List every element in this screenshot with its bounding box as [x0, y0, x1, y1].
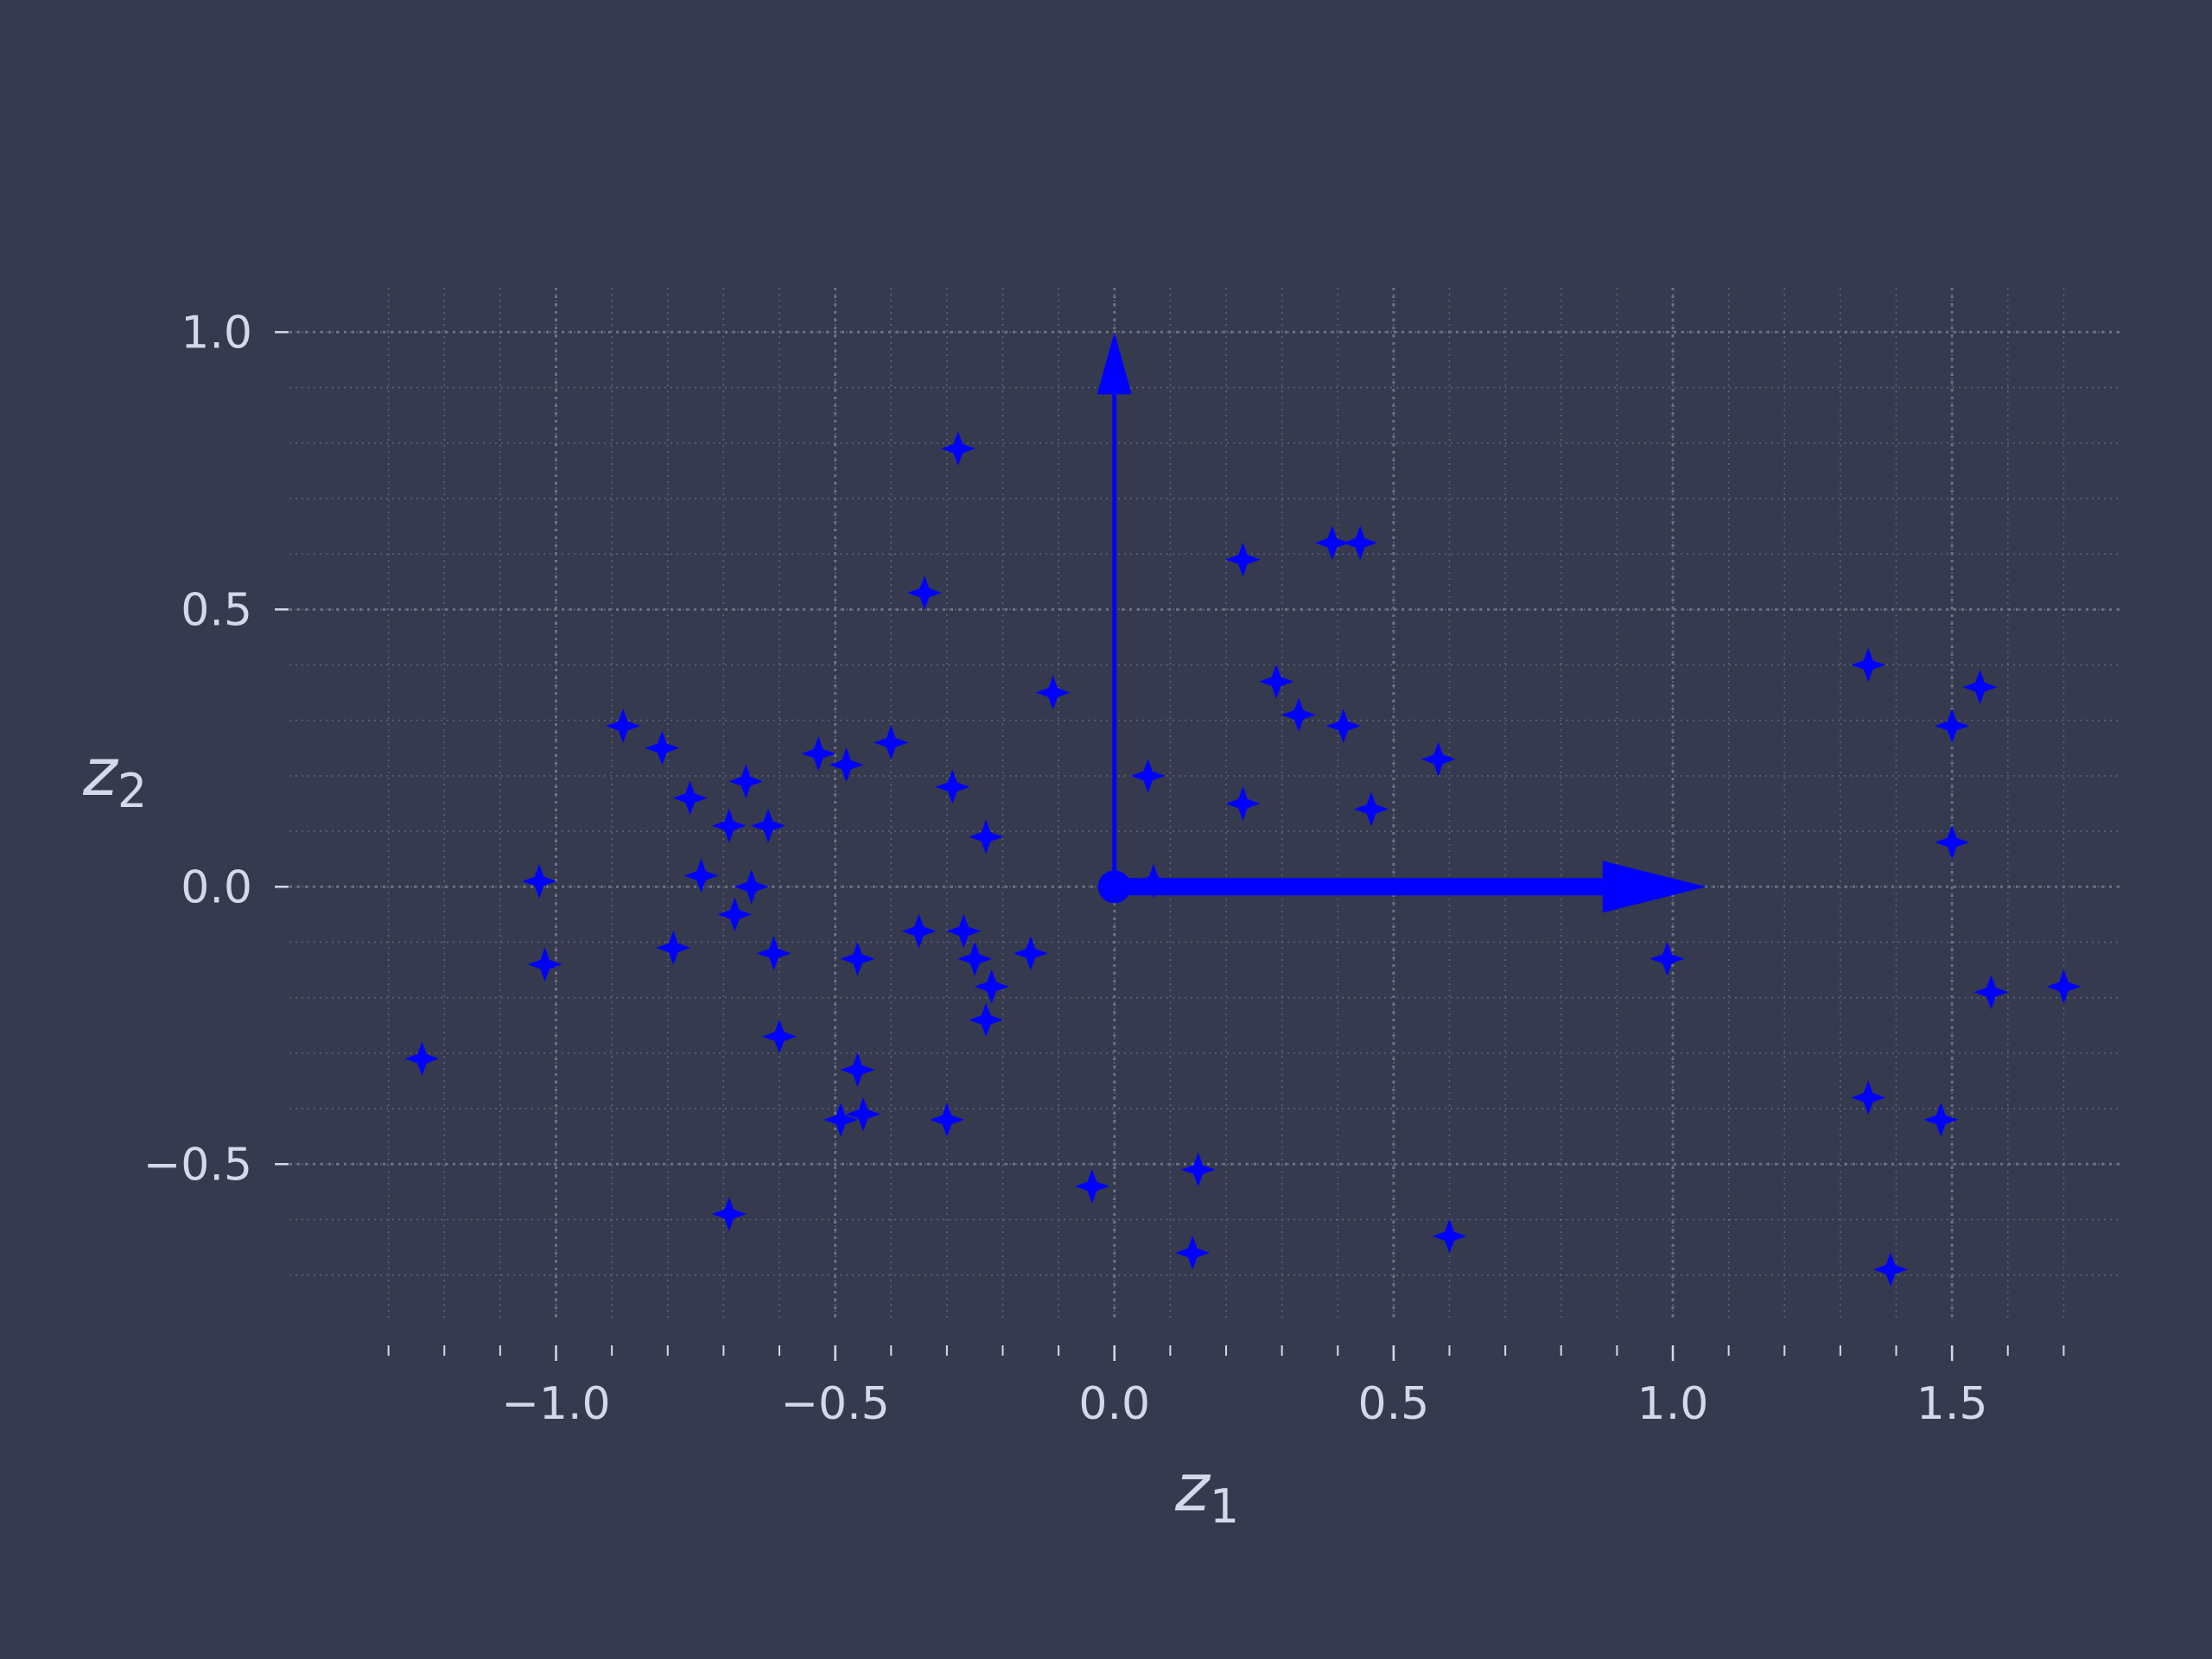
data-point [1281, 697, 1316, 733]
data-point [929, 1102, 964, 1137]
x-tick-label: 0.0 [1078, 1378, 1150, 1430]
vector-head-vertical [1096, 332, 1132, 395]
x-axis-label-sub: 1 [1210, 1479, 1239, 1534]
data-point [751, 808, 786, 843]
data-point [711, 1197, 747, 1231]
data-point [756, 936, 791, 971]
data-point [974, 969, 1009, 1004]
data-point [762, 1019, 797, 1054]
data-point [683, 858, 719, 893]
data-point [1259, 664, 1294, 699]
data-point [840, 941, 875, 976]
data-point [1180, 1152, 1216, 1187]
data-point [969, 819, 1004, 855]
data-point [672, 780, 708, 816]
data-point [656, 930, 691, 965]
data-point [1935, 824, 1970, 860]
x-tick-label: 0.5 [1358, 1378, 1430, 1430]
data-point [845, 1096, 880, 1132]
data-point [1343, 525, 1378, 561]
data-point [1175, 1236, 1211, 1270]
data-point [711, 808, 747, 843]
data-point [840, 1052, 875, 1088]
data-point [1325, 709, 1361, 744]
y-tick-label: 0.0 [181, 861, 252, 913]
x-tick-label: −0.5 [780, 1378, 889, 1430]
y-axis-label-sub: 2 [118, 764, 147, 818]
data-point [1851, 1080, 1886, 1116]
data-point [935, 769, 970, 804]
data-point [1074, 1168, 1109, 1204]
data-point [1649, 941, 1685, 976]
data-point [1873, 1252, 1908, 1287]
y-tick-label: 0.5 [181, 584, 252, 636]
data-point [1851, 647, 1886, 683]
data-point [946, 913, 982, 949]
data-point [801, 736, 836, 772]
data-point [1962, 670, 1998, 705]
x-tick-label: 1.5 [1916, 1378, 1988, 1430]
x-tick-label: −1.0 [501, 1378, 610, 1430]
data-point [969, 1002, 1004, 1038]
y-tick-label: 1.0 [181, 307, 252, 359]
y-axis-label: z2 [82, 734, 147, 818]
data-point [1130, 758, 1166, 793]
data-point [1314, 525, 1350, 561]
data-point [645, 730, 680, 766]
x-tick-label: 1.0 [1637, 1378, 1709, 1430]
y-tick-label: −0.5 [143, 1139, 252, 1191]
vector-head-horizontal [1602, 861, 1707, 913]
data-point [522, 863, 557, 899]
data-point [1225, 786, 1261, 821]
data-point [717, 897, 753, 932]
data-point [1432, 1218, 1467, 1254]
data-point [1354, 791, 1389, 827]
data-point [829, 747, 864, 783]
data-point [606, 709, 641, 744]
grid [289, 288, 2120, 1319]
data-point [1974, 975, 2009, 1010]
data-point [1013, 936, 1048, 971]
data-point [874, 725, 909, 760]
data-point [907, 575, 942, 611]
data-point [1935, 709, 1970, 744]
data-point [957, 941, 993, 976]
data-point [901, 913, 937, 949]
y-axis-label-main: z [82, 734, 119, 810]
data-point [1035, 675, 1071, 710]
x-axis-label-main: z [1174, 1449, 1211, 1526]
data-point [527, 947, 563, 982]
data-point [404, 1041, 440, 1077]
axis-ticks: −1.0 −0.5 0.0 0.5 1.0 1.5 −0.5 0.0 0.5 1.0 [143, 307, 2065, 1430]
data-points [404, 431, 2082, 1287]
data-point [1421, 741, 1456, 777]
data-point [2046, 969, 2082, 1004]
x-axis-label: z1 [1174, 1449, 1239, 1534]
vectors [1096, 332, 1707, 913]
data-point [940, 431, 976, 467]
data-point [1923, 1102, 1959, 1137]
data-point [728, 764, 764, 799]
data-point [734, 869, 769, 905]
data-point [823, 1102, 859, 1137]
data-point [1225, 542, 1261, 577]
